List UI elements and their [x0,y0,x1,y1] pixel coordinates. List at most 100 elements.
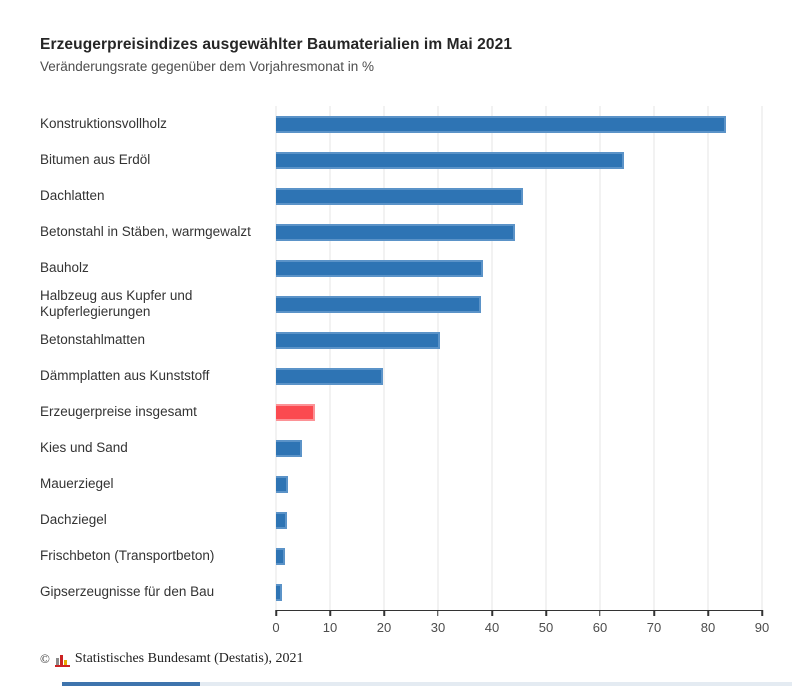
gridline [653,106,655,610]
axis-tick-label: 80 [700,620,716,635]
bar-value[interactable] [276,475,288,493]
category-label: Bauholz [40,259,89,275]
axis-tick [437,610,439,616]
axis-tick-label: 70 [646,620,662,635]
chart-row: Dachlatten [40,178,762,214]
bottom-strip [0,682,810,686]
chart-subtitle: Veränderungsrate gegenüber dem Vorjahres… [40,59,374,74]
bar-track [276,106,762,142]
category-label: Betonstahlmatten [40,331,146,347]
gridline [491,106,493,610]
axis-tick-label: 90 [754,620,770,635]
category-label: Gipserzeugnisse für den Bau [40,583,215,599]
bar-track [276,502,762,538]
chart-row: Bitumen aus Erdöl [40,142,762,178]
chart-row: Gipserzeugnisse für den Bau [40,574,762,610]
gridline [437,106,439,610]
category-label: Frischbeton (Transportbeton) [40,547,215,563]
bar-track [276,286,762,322]
category-label: Dachziegel [40,511,107,527]
chart-row: Betonstahlmatten [40,322,762,358]
chart-row: Betonstahl in Stäben, warmgewalzt [40,214,762,250]
gridline [761,106,763,610]
bar-value[interactable] [276,547,285,565]
chart-row: Frischbeton (Transportbeton) [40,538,762,574]
axis-tick [707,610,709,616]
chart-row: Konstruktionsvollholz [40,106,762,142]
axis-tick-label: 20 [376,620,392,635]
chart-row: Dachziegel [40,502,762,538]
chart-title: Erzeugerpreisindizes ausgewählter Baumat… [40,36,513,53]
category-label: Halbzeug aus Kupfer und Kupferlegierunge… [40,287,193,319]
chart-row: Mauerziegel [40,466,762,502]
x-axis: 0 10 20 30 40 50 60 70 80 90 [272,610,769,644]
copyright-icon: © [40,651,50,666]
gridline [329,106,331,610]
category-label: Kies und Sand [40,439,128,455]
bar-value[interactable] [276,439,303,457]
chart-row: Kies und Sand [40,430,762,466]
chart-row: Halbzeug aus Kupfer und Kupferlegierunge… [40,286,762,322]
axis-tick-label: 40 [484,620,500,635]
chart-header: Erzeugerpreisindizes ausgewählter Baumat… [40,36,512,74]
category-label: Konstruktionsvollholz [40,115,167,131]
bar-track [276,214,762,250]
axis-tick-label: 60 [592,620,608,635]
gridline [545,106,547,610]
bar-value[interactable] [276,115,726,133]
source-footer: © Statistisches Bundesamt (Destatis), 20… [40,651,304,667]
axis-tick [329,610,331,616]
bar-value[interactable] [276,367,383,385]
bar-highlight[interactable] [276,403,315,421]
gridline [707,106,709,610]
bar-track [276,394,762,430]
bar-value[interactable] [276,223,516,241]
axis-tick-label: 10 [322,620,338,635]
category-label: Dämmplatten aus Kunststoff [40,367,210,383]
axis-tick [653,610,655,616]
axis-tick [275,610,277,616]
bar-value[interactable] [276,583,283,601]
bar-track [276,142,762,178]
category-label: Mauerziegel [40,475,114,491]
bar-track [276,322,762,358]
bar-track [276,430,762,466]
x-axis-line [276,610,762,611]
bar-track [276,358,762,394]
axis-tick [383,610,385,616]
category-label: Betonstahl in Stäben, warmgewalzt [40,223,251,239]
axis-tick [599,610,601,616]
bar-track [276,574,762,610]
bar-track [276,178,762,214]
category-label: Erzeugerpreise insgesamt [40,403,197,419]
bar-value[interactable] [276,511,288,529]
bar-value[interactable] [276,151,624,169]
bar-value[interactable] [276,259,484,277]
bottom-strip-light [200,682,792,686]
bottom-strip-dark [62,682,200,686]
bar-value[interactable] [276,331,441,349]
axis-tick-label: 0 [272,620,280,635]
gridline [599,106,601,610]
axis-tick-label: 50 [538,620,554,635]
bar-track [276,538,762,574]
bar-track [276,466,762,502]
gridline [275,106,277,610]
chart-row: Dämmplatten aus Kunststoff [40,358,762,394]
plot-area: Konstruktionsvollholz Bitumen aus Erdöl Da… [40,106,763,610]
axis-tick [761,610,763,616]
chart-row: Bauholz [40,250,762,286]
bar-chart: Konstruktionsvollholz Bitumen aus Erdöl Da… [40,106,763,610]
destatis-logo-icon [54,652,70,667]
grid-layer [275,106,763,610]
axis-tick [545,610,547,616]
bar-value[interactable] [276,295,481,313]
axis-tick-label: 30 [430,620,446,635]
axis-tick [491,610,493,616]
category-label: Dachlatten [40,187,105,203]
chart-row: Erzeugerpreise insgesamt [40,394,762,430]
gridline [383,106,385,610]
bar-value[interactable] [276,187,523,205]
source-text: Statistisches Bundesamt (Destatis), 2021 [74,651,304,666]
rows: Konstruktionsvollholz Bitumen aus Erdöl Da… [40,106,762,610]
